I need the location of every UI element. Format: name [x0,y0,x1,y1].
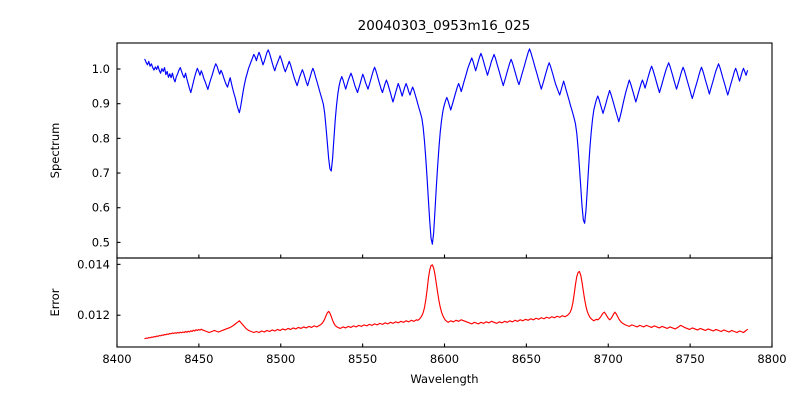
spectrum-yticklabel-0.5: 0.5 [92,235,110,249]
error-xticklabel-8650: 8650 [512,352,541,366]
spectrum-yticklabel-0.6: 0.6 [92,201,110,215]
error-xticklabel-8800: 8800 [757,352,786,366]
error-xticklabel-8750: 8750 [675,352,704,366]
figure-title: 20040303_0953m16_025 [358,18,531,34]
spectrum-data-line [144,48,749,245]
error-xticklabel-8500: 8500 [266,352,295,366]
spectrum-yticklabel-0.8: 0.8 [92,131,110,145]
error-yticklabel-0.014: 0.014 [77,257,110,271]
error-xticklabel-8600: 8600 [430,352,459,366]
spectrum-ylabel: Spectrum [48,123,62,179]
error-data-line [144,264,749,340]
x-axis-label: Wavelength [410,372,478,386]
error-yticklabel-0.012: 0.012 [77,308,110,322]
error-xticklabel-8550: 8550 [348,352,377,366]
spectrum-yticklabel-0.7: 0.7 [92,166,110,180]
error-ylabel: Error [48,288,62,316]
spectrum-yticklabel-1.0: 1.0 [92,62,110,76]
error-xticklabel-8700: 8700 [594,352,623,366]
error-xticklabel-8450: 8450 [184,352,213,366]
spectrum-yticklabel-0.9: 0.9 [92,97,110,111]
error-panel: 8400 8450 8500 8550 8600 8650 8700 8750 8800 0.01… [48,257,787,366]
error-xticklabel-8400: 8400 [102,352,131,366]
